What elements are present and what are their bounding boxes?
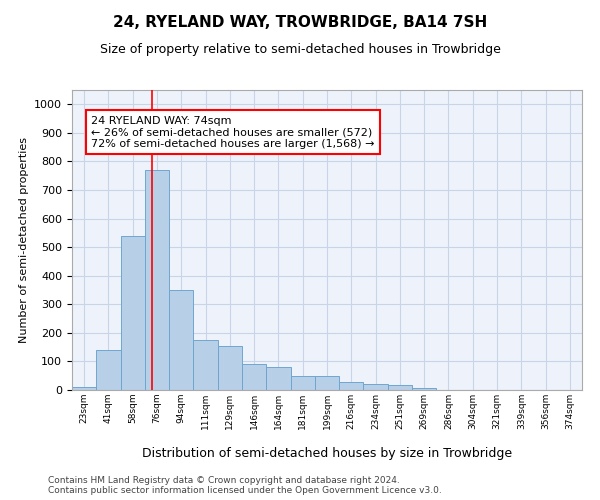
Text: 24 RYELAND WAY: 74sqm
← 26% of semi-detached houses are smaller (572)
72% of sem: 24 RYELAND WAY: 74sqm ← 26% of semi-deta… bbox=[91, 116, 375, 149]
Bar bbox=[290, 376, 315, 390]
Text: Size of property relative to semi-detached houses in Trowbridge: Size of property relative to semi-detach… bbox=[100, 42, 500, 56]
Bar bbox=[364, 384, 388, 390]
Y-axis label: Number of semi-detached properties: Number of semi-detached properties bbox=[19, 137, 29, 343]
Bar bbox=[339, 382, 364, 390]
Bar bbox=[315, 376, 339, 390]
Bar bbox=[266, 367, 290, 390]
Bar bbox=[121, 236, 145, 390]
Bar bbox=[218, 346, 242, 390]
Bar bbox=[388, 385, 412, 390]
Bar bbox=[412, 388, 436, 390]
Bar bbox=[72, 387, 96, 390]
Text: Contains HM Land Registry data © Crown copyright and database right 2024.
Contai: Contains HM Land Registry data © Crown c… bbox=[48, 476, 442, 495]
Bar bbox=[96, 350, 121, 390]
Bar bbox=[145, 170, 169, 390]
Text: 24, RYELAND WAY, TROWBRIDGE, BA14 7SH: 24, RYELAND WAY, TROWBRIDGE, BA14 7SH bbox=[113, 15, 487, 30]
Bar bbox=[169, 290, 193, 390]
Bar bbox=[242, 364, 266, 390]
Text: Distribution of semi-detached houses by size in Trowbridge: Distribution of semi-detached houses by … bbox=[142, 448, 512, 460]
Bar bbox=[193, 340, 218, 390]
